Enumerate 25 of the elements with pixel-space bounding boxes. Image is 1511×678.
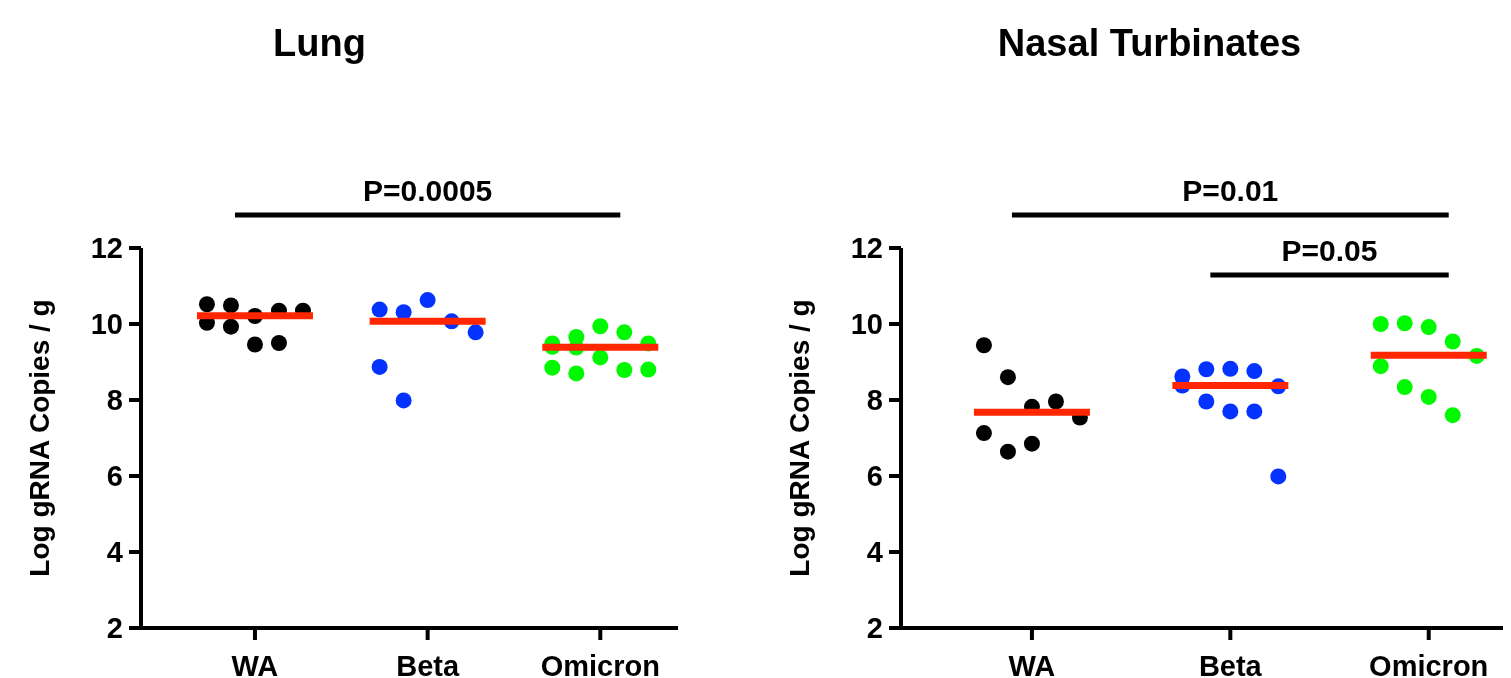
y-tick-label: 10 xyxy=(850,308,883,341)
text: P=0.01 xyxy=(1182,174,1279,207)
y-tick-label: 4 xyxy=(106,536,123,569)
chart-title: Nasal Turbinates xyxy=(997,22,1302,64)
x-tick-label: Omicron xyxy=(1369,650,1489,678)
y-axis-title: Log gRNA Copies / g xyxy=(24,299,55,577)
x-tick-label: Beta xyxy=(1198,650,1263,678)
y-tick-label: 8 xyxy=(106,384,123,417)
y-tick-label: 8 xyxy=(866,384,883,417)
y-axis-title: Log gRNA Copies / g xyxy=(784,299,815,577)
text: P=0.0005 xyxy=(362,174,493,207)
x-tick-label: WA xyxy=(231,650,279,678)
y-tick-label: 12 xyxy=(90,232,123,265)
y-tick-label: 2 xyxy=(866,612,883,645)
y-tick-label: 12 xyxy=(850,232,883,265)
x-tick-label: Beta xyxy=(396,650,460,678)
y-tick-label: 4 xyxy=(866,536,883,569)
chart-title: Lung xyxy=(273,22,366,64)
y-tick-label: 6 xyxy=(106,460,123,493)
annotation: P=0.05 xyxy=(1281,234,1378,267)
y-tick-label: 2 xyxy=(106,612,123,645)
y-tick-label: 10 xyxy=(90,308,123,341)
x-tick-label: Omicron xyxy=(540,650,660,678)
x-tick-label: WA xyxy=(1008,650,1056,678)
y-tick-label: 6 xyxy=(866,460,883,493)
